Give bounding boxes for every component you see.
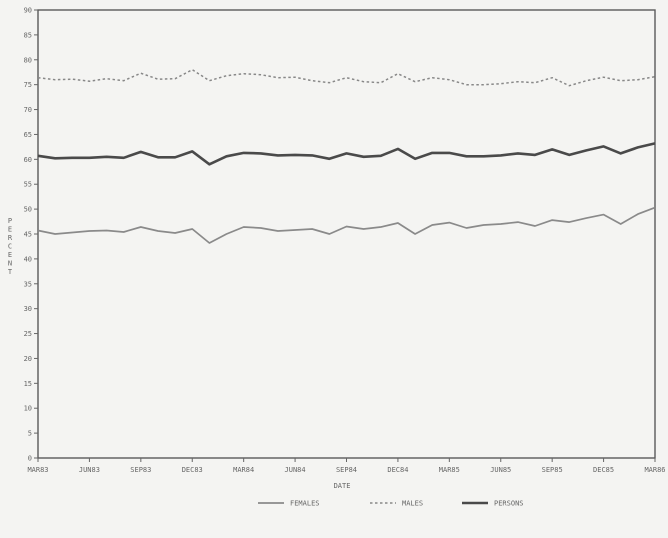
y-tick-label: 70 bbox=[24, 106, 32, 114]
y-tick-label: 75 bbox=[24, 81, 32, 89]
y-tick-label: 25 bbox=[24, 330, 32, 338]
y-tick-label: 65 bbox=[24, 131, 32, 139]
y-tick-label: 45 bbox=[24, 231, 32, 239]
y-tick-label: 20 bbox=[24, 355, 32, 363]
x-tick-label: JUN83 bbox=[79, 466, 100, 474]
x-tick-label: JUN85 bbox=[490, 466, 511, 474]
legend-label-persons: PERSONS bbox=[494, 500, 524, 508]
y-tick-label: 90 bbox=[24, 7, 32, 15]
x-tick-label: MAR84 bbox=[233, 466, 254, 474]
x-axis-title: DATE bbox=[334, 482, 351, 490]
legend: FEMALES MALES PERSONS bbox=[258, 500, 524, 508]
y-tick-label: 50 bbox=[24, 206, 32, 214]
series-line-males bbox=[37, 68, 656, 87]
x-tick-label: JUN84 bbox=[285, 466, 306, 474]
y-tick-label: 85 bbox=[24, 31, 32, 39]
x-axis: MAR83 JUN83 SEP83 DEC83 MAR84 JUN84 SEP84 DEC84… bbox=[27, 458, 666, 474]
x-tick-label: SEP84 bbox=[336, 466, 357, 474]
x-tick-label: DEC83 bbox=[182, 466, 203, 474]
y-tick-label: 15 bbox=[24, 380, 32, 388]
x-tick-label: DEC84 bbox=[387, 466, 408, 474]
legend-label-males: MALES bbox=[402, 500, 423, 508]
y-tick-label: 30 bbox=[24, 305, 32, 313]
series-lines bbox=[37, 68, 656, 244]
x-tick-label: SEP83 bbox=[130, 466, 151, 474]
plot-frame bbox=[37, 9, 656, 459]
legend-label-females: FEMALES bbox=[290, 500, 320, 508]
y-tick-label: 40 bbox=[24, 255, 32, 263]
y-tick-label: 55 bbox=[24, 181, 32, 189]
y-axis: 0 5 10 15 20 25 30 35 40 45 50 55 60 65 70 75 80 85 90 bbox=[24, 7, 38, 463]
x-tick-label: DEC85 bbox=[593, 466, 614, 474]
x-tick-label: SEP85 bbox=[542, 466, 563, 474]
x-tick-label: MAR85 bbox=[439, 466, 460, 474]
y-tick-label: 80 bbox=[24, 56, 32, 64]
y-tick-label: 10 bbox=[24, 405, 32, 413]
series-line-females bbox=[37, 206, 656, 244]
y-tick-label: 0 bbox=[28, 455, 32, 463]
y-tick-label: 60 bbox=[24, 156, 32, 164]
x-tick-label: MAR83 bbox=[27, 466, 48, 474]
y-tick-label: 5 bbox=[28, 430, 32, 438]
x-tick-label: MAR86 bbox=[644, 466, 665, 474]
y-tick-label: 35 bbox=[24, 280, 32, 288]
series-line-persons bbox=[37, 142, 656, 166]
